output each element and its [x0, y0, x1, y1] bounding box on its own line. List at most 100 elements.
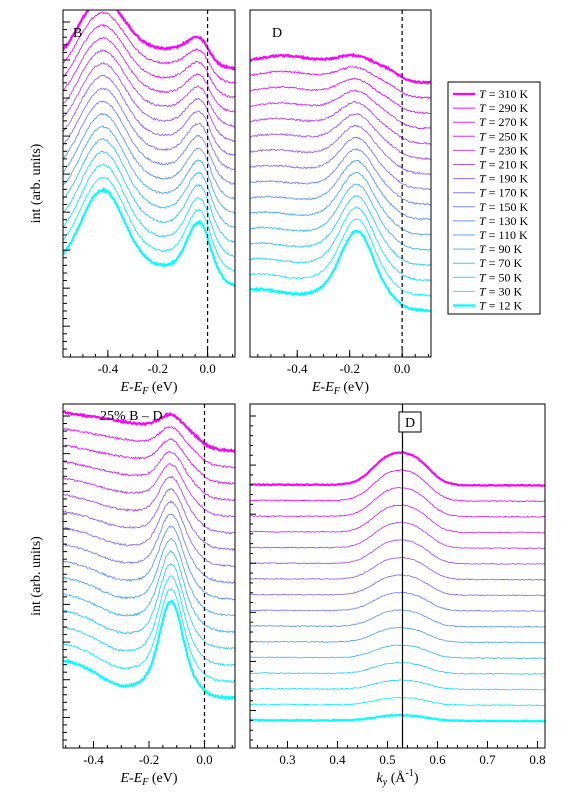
spectrum-line-170K [63, 87, 235, 171]
spectrum-line-190K [63, 74, 235, 156]
y-axis-label: int (arb. units) [29, 536, 44, 616]
panel-d: -0.4 -0.2 0.0 E-EF (eV) D [249, 9, 432, 397]
spectrum-line-110K [63, 537, 235, 617]
panel-momentum: 0.3 0.4 0.5 0.6 0.7 0.8 ky (Å-1) D [249, 403, 546, 788]
spectrum-line-230K [63, 463, 235, 518]
spectrum-line-310K [250, 52, 431, 86]
spectrum-line-90K [250, 644, 545, 660]
x-tick-label: -0.4 [98, 361, 119, 376]
legend-entry: T = 150 K [479, 200, 528, 214]
x-tick-label: -0.2 [139, 752, 160, 767]
spectrum-line-230K [250, 101, 431, 145]
spectrum-line-250K [63, 450, 235, 502]
spectrum-line-210K [63, 61, 235, 142]
spectrum-line-130K [250, 609, 545, 628]
x-axis-label: ky (Å-1) [377, 768, 419, 788]
spectrum-line-250K [250, 89, 431, 130]
x-axis-label: E-EF (eV) [311, 380, 369, 397]
spectrum-line-50K [250, 679, 545, 691]
legend-entry: T = 210 K [479, 158, 528, 172]
spectrum-line-210K [250, 112, 431, 161]
spectrum-line-270K [63, 437, 235, 485]
spectrum-line-70K [63, 150, 235, 244]
spectrum-line-150K [250, 591, 545, 612]
spectrum-line-30K [250, 218, 431, 298]
spectrum-line-110K [63, 125, 235, 214]
legend-entry: T = 110 K [479, 228, 528, 242]
spectrum-line-310K [250, 451, 545, 488]
y-axis-label: int (arb. units) [29, 143, 44, 223]
temperature-legend: T = 310 KT = 290 KT = 270 KT = 250 KT = … [447, 81, 541, 315]
spectrum-line-12K [250, 229, 431, 313]
spectrum-line-310K [63, 410, 235, 454]
spectrum-line-150K [63, 100, 235, 185]
spectrum-line-290K [63, 426, 235, 469]
spectrum-line-110K [250, 171, 431, 236]
spectrum-line-290K [250, 65, 431, 100]
spectrum-line-290K [63, 11, 235, 84]
spectrum-line-70K [63, 563, 235, 650]
spectrum-line-310K [63, 10, 235, 71]
spectrum-line-210K [250, 539, 545, 565]
x-tick-label: 0.0 [394, 361, 410, 376]
panel-label: D [405, 416, 415, 431]
x-axis-label: E-EF (eV) [119, 380, 177, 397]
plot-frame [249, 9, 432, 358]
legend-entry: T = 250 K [479, 129, 528, 143]
legend-entry: T = 230 K [479, 143, 528, 157]
spectrum-line-250K [250, 504, 545, 534]
spectrum-line-90K [63, 549, 235, 634]
spectrum-line-130K [63, 112, 235, 200]
x-tick-label: 0.5 [379, 752, 395, 767]
legend-entry: T = 190 K [479, 172, 528, 186]
plot-frame [62, 9, 236, 358]
legend-entry: T = 90 K [479, 242, 522, 256]
spectrum-line-12K [63, 600, 235, 701]
panel-b: -0.4 -0.2 0.0 E-EF (eV) int (arb. units) B [29, 9, 236, 397]
spectrum-line-170K [250, 574, 545, 597]
spectrum-line-270K [63, 23, 235, 99]
spectrum-line-210K [63, 475, 235, 535]
x-tick-label: 0.6 [429, 752, 446, 767]
legend-entry: T = 70 K [479, 256, 522, 270]
legend-entry: T = 310 K [479, 87, 528, 101]
spectrum-line-270K [250, 486, 545, 518]
spectrum-line-190K [63, 487, 235, 552]
spectrum-line-30K [63, 176, 235, 272]
legend-entry: T = 270 K [479, 115, 528, 129]
panel-label: B [73, 26, 82, 41]
spectrum-line-110K [250, 626, 545, 644]
spectrum-line-130K [63, 525, 235, 601]
spectrum-line-90K [250, 183, 431, 252]
spectrum-line-30K [250, 696, 545, 707]
plot-frame [249, 403, 546, 749]
legend-entry: T = 290 K [479, 101, 528, 115]
legend-entry: T = 30 K [479, 284, 522, 298]
panel-label: D [272, 26, 282, 41]
spectrum-line-230K [63, 49, 235, 128]
spectrum-line-170K [250, 136, 431, 191]
x-tick-label: 0.4 [329, 752, 346, 767]
spectrum-line-290K [250, 469, 545, 503]
spectrum-line-70K [250, 661, 545, 675]
x-tick-label: -0.2 [339, 361, 360, 376]
panel-difference: -0.4 -0.2 0.0 E-EF (eV) int (arb. units) 25% … [29, 403, 236, 788]
spectrum-line-12K [63, 186, 235, 288]
plot-frame [62, 403, 236, 749]
x-tick-label: -0.4 [287, 361, 308, 376]
spectrum-line-50K [63, 575, 235, 667]
spectrum-line-270K [250, 77, 431, 115]
spectrum-line-190K [250, 556, 545, 581]
spectrum-line-130K [250, 159, 431, 221]
spectrum-line-70K [250, 195, 431, 267]
panel-label: 25% B – D [100, 409, 163, 424]
panel-label-box [398, 411, 422, 433]
x-tick-label: 0.0 [196, 752, 212, 767]
spectrum-line-30K [63, 587, 235, 684]
x-tick-label: 0.0 [199, 361, 215, 376]
spectrum-line-250K [63, 36, 235, 113]
legend-box [447, 81, 541, 315]
x-tick-label: 0.3 [279, 752, 295, 767]
spectrum-line-170K [63, 499, 235, 568]
